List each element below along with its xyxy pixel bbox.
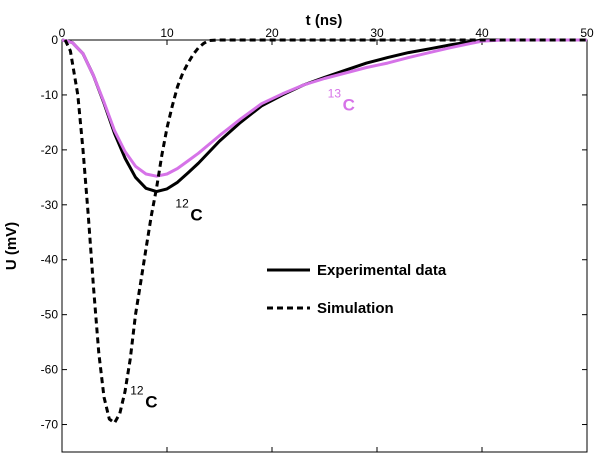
- y-tick-label: -60: [41, 363, 59, 377]
- series-layer: [61, 38, 587, 425]
- x-tick-label: 30: [370, 26, 384, 40]
- x-tick-label: 10: [160, 26, 174, 40]
- x-tick-label: 40: [475, 26, 489, 40]
- annotation-12c-simulation: 12C: [130, 383, 157, 411]
- x-tick-label: 20: [265, 26, 279, 40]
- annotation-label: C: [190, 206, 202, 225]
- y-tick-label: 0: [51, 33, 58, 47]
- annotation-label: C: [145, 392, 157, 411]
- annotation-label: C: [343, 96, 355, 115]
- x-tick-label: 0: [59, 26, 66, 40]
- y-tick-label: -10: [41, 88, 59, 102]
- x-tick-label: 50: [580, 26, 594, 40]
- legend-label-simulation: Simulation: [317, 300, 394, 317]
- y-tick-label: -40: [41, 253, 59, 267]
- annotation-superscript: 13: [328, 87, 342, 101]
- series-line-13c-experimental: [61, 38, 587, 178]
- annotation-superscript: 12: [175, 197, 189, 211]
- y-axis-title: U (mV): [3, 222, 20, 270]
- legend: Experimental data Simulation: [267, 262, 447, 317]
- annotation-superscript: 12: [130, 383, 144, 397]
- y-tick-label: -20: [41, 143, 59, 157]
- series-line-12c-simulation: [63, 38, 587, 425]
- annotation-13c-experimental: 13C: [328, 87, 355, 115]
- y-tick-label: -70: [41, 418, 59, 432]
- legend-label-experimental: Experimental data: [317, 262, 447, 279]
- ticks-layer: 0 10 20 30 40 50 0 -10 -20 -30 -40 -50 -60 -70: [41, 26, 594, 452]
- y-tick-label: -30: [41, 198, 59, 212]
- annotation-12c-experimental: 12C: [175, 197, 202, 225]
- y-tick-label: -50: [41, 308, 59, 322]
- x-axis-title: t (ns): [306, 12, 343, 29]
